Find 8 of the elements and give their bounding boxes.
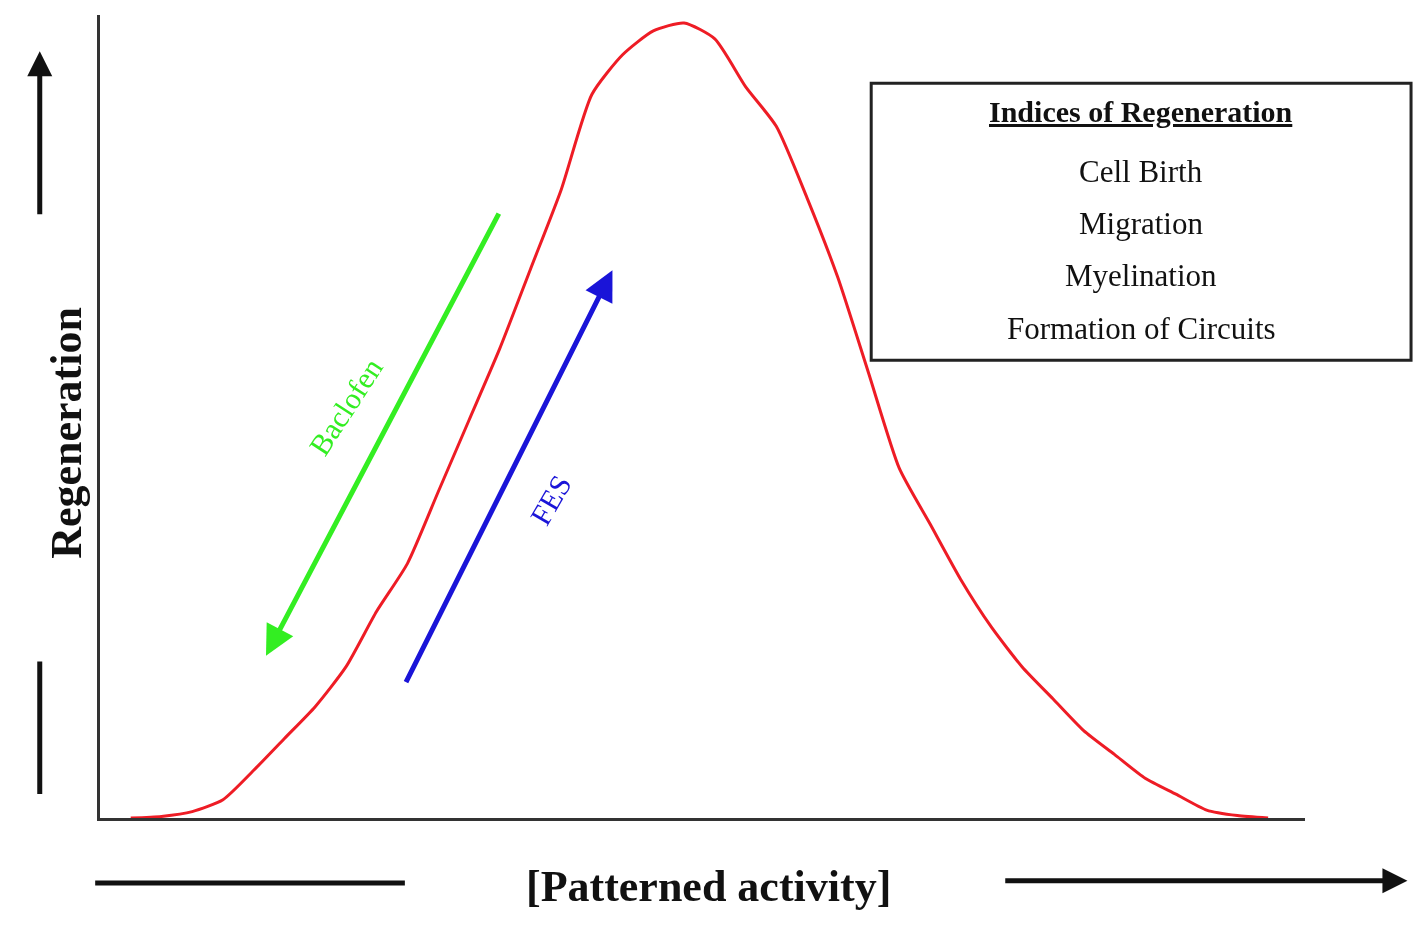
annotation: Formation of Circuits (1007, 311, 1276, 346)
x-axis-title: [Patterned activity] (526, 862, 892, 911)
y-axis-title: Regeneration (41, 307, 91, 559)
annotation: Myelination (1065, 258, 1218, 293)
annotation: Migration (1079, 206, 1204, 241)
annotation: Indices of Regeneration (989, 95, 1293, 128)
annotation: Cell Birth (1079, 154, 1203, 189)
annotation: FES (523, 469, 578, 531)
